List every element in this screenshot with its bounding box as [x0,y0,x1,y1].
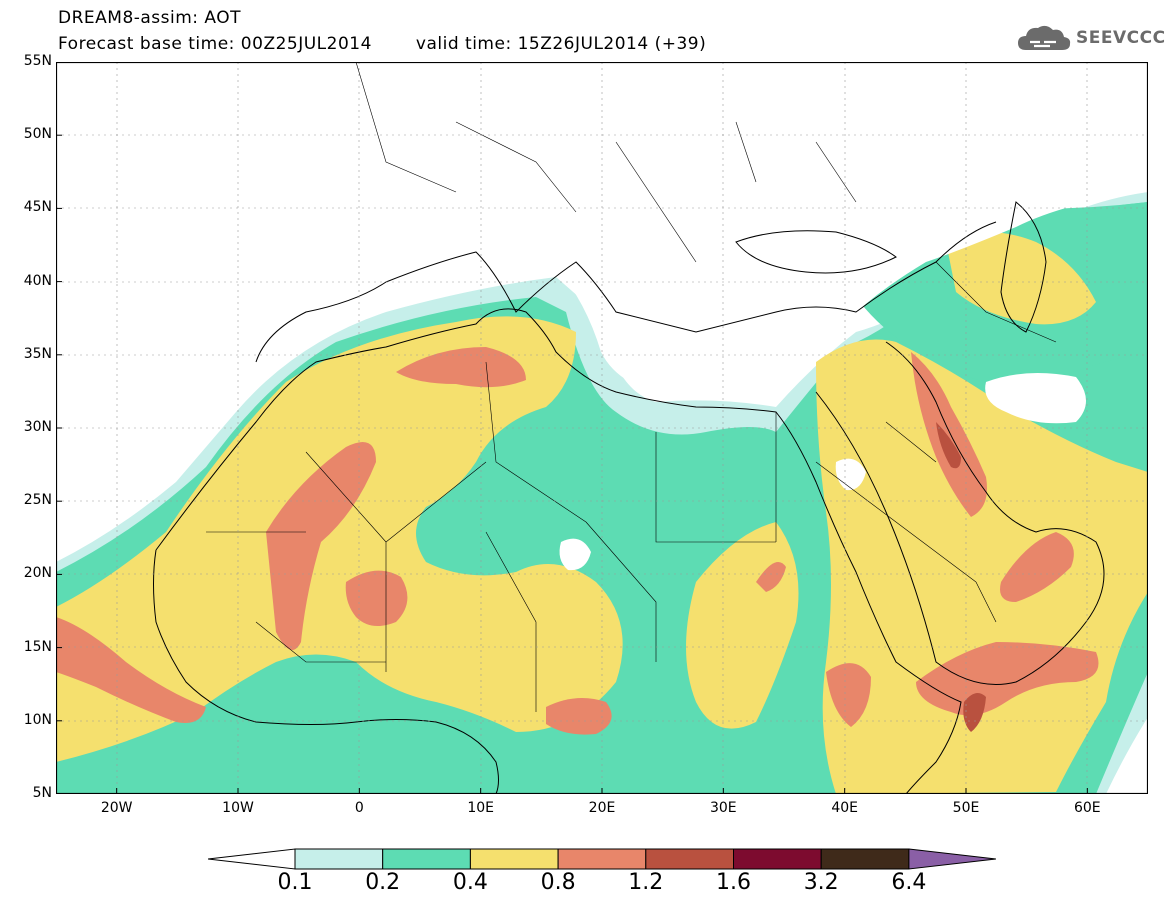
lon-label: 0 [354,800,364,816]
aot-contours [56,62,1148,794]
legend-arrow-high [908,848,996,870]
aot-hole-europe [256,62,1148,397]
aot-band-0.8-senegal [56,617,206,723]
lon-label: 60E [1073,800,1101,816]
lat-label: 5N [32,785,52,801]
aot-band-0.8-algeria [396,347,526,388]
legend-swatch [382,848,471,870]
aot-hole-libya [559,538,591,571]
map-title: DREAM8-assim: AOT [58,8,242,28]
coastlines [153,201,1105,794]
legend-label: 6.4 [891,870,927,895]
lat-label: 50N [23,126,52,143]
lat-label: 35N [23,345,52,362]
lat-label: 20N [23,565,52,582]
arabia-coastline [815,341,1105,685]
aot-band-0.8-iraq [911,352,987,517]
black-sea-coastline [735,230,897,274]
caspian-coastline [1000,201,1047,333]
legend-bar [208,848,996,870]
aot-map [56,62,1148,794]
lon-label: 20E [588,800,616,816]
lat-label: 15N [23,638,52,655]
lon-label: 50E [952,800,980,816]
aot-band-0.8-yemen [916,642,1099,716]
lat-label: 25N [23,492,52,509]
country-borders [206,62,1057,712]
lon-label: 10E [467,800,494,816]
africa-coastline [155,308,962,794]
legend-swatch [820,848,910,870]
aot-band-0.8-sudan [756,562,786,592]
seevccc-logo: SEEVCCC [1016,22,1165,54]
time-info: Forecast base time: 00Z25JUL2014 valid ti… [58,34,706,54]
legend-label: 0.4 [452,870,488,895]
west-africa-coast [153,549,499,794]
europe-coastline [255,221,997,363]
aot-band-0.8-mali [266,442,376,650]
lon-label: 40E [831,800,858,816]
map-area [56,62,1148,794]
legend-label: 1.6 [716,870,751,895]
base-time: Forecast base time: 00Z25JUL2014 [58,34,372,54]
aot-band-0.4-caspian [946,232,1096,325]
legend-label: 0.1 [277,870,313,895]
lon-label: 30E [709,800,737,816]
lon-label: 10W [222,800,254,816]
lat-label: 10N [23,711,52,728]
aot-band-0.8-chad [546,698,612,735]
legend-label: 3.2 [803,870,839,895]
lon-label: 20W [100,800,133,816]
map-frame [56,62,1148,794]
lat-label: 40N [23,272,52,289]
lat-label: 45N [23,199,52,216]
legend-swatch [557,848,647,870]
cloud-icon [1018,25,1071,50]
logo-text: SEEVCCC [1076,28,1165,48]
aot-band-0.8-ethiopia [826,663,871,727]
aot-hole-iran [985,373,1086,424]
lat-label: 30N [23,419,52,435]
lat-label: 55N [23,53,52,69]
legend-label: 0.8 [540,870,576,895]
aot-band-0.8-niger [345,570,408,626]
legend-label: 0.2 [365,870,401,895]
legend-swatch [294,848,384,870]
legend-swatch [733,848,822,870]
aot-band-1.2 [936,422,986,732]
legend-swatch [645,848,734,870]
legend-label: 1.2 [628,870,664,895]
aot-band-0.8-oman [1000,532,1074,602]
legend-arrow-low [208,848,296,870]
valid-time: valid time: 15Z26JUL2014 (+39) [415,34,707,54]
legend-swatch [469,848,559,870]
grid-lines [56,62,1148,794]
color-legend [208,843,1000,875]
